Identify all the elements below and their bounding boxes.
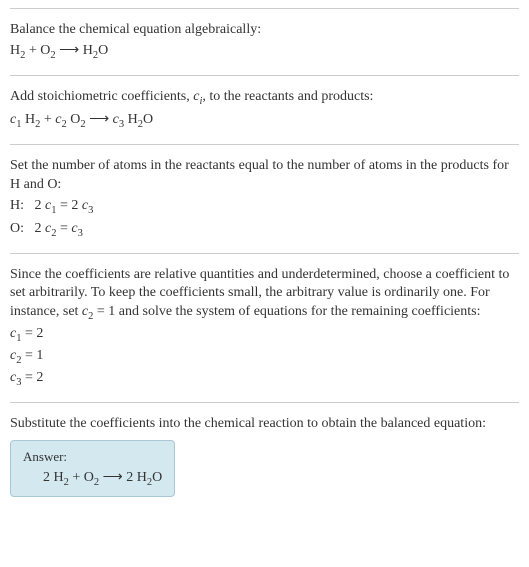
section-problem-statement: Balance the chemical equation algebraica…	[10, 8, 519, 75]
answer-box: Answer: 2 H2 + O2 ⟶ 2 H2O	[10, 440, 175, 497]
balanced-equation: 2 H2 + O2 ⟶ 2 H2O	[23, 469, 162, 488]
section-answer: Substitute the coefficients into the che…	[10, 402, 519, 509]
solve-text: Since the coefficients are relative quan…	[10, 266, 519, 325]
section-solve: Since the coefficients are relative quan…	[10, 253, 519, 403]
answer-label: Answer:	[23, 449, 162, 465]
substitute-text: Substitute the coefficients into the che…	[10, 415, 519, 434]
coef-equation: c1 H2 + c2 O2 ⟶ c3 H2O	[10, 111, 519, 132]
section-add-coefficients: Add stoichiometric coefficients, ci, to …	[10, 75, 519, 144]
oxygen-balance: O: 2 c2 = c3	[10, 220, 519, 241]
hydrogen-balance: H: 2 c1 = 2 c3	[10, 197, 519, 218]
atom-balance-text: Set the number of atoms in the reactants…	[10, 157, 519, 195]
coef-c2: c2 = 1	[10, 347, 519, 368]
problem-text: Balance the chemical equation algebraica…	[10, 21, 519, 40]
coef-c1: c1 = 2	[10, 325, 519, 346]
unbalanced-equation: H2 + O2 ⟶ H2O	[10, 42, 519, 63]
section-atom-balance: Set the number of atoms in the reactants…	[10, 144, 519, 253]
coef-c3: c3 = 2	[10, 369, 519, 390]
add-coef-text: Add stoichiometric coefficients, ci, to …	[10, 88, 519, 109]
